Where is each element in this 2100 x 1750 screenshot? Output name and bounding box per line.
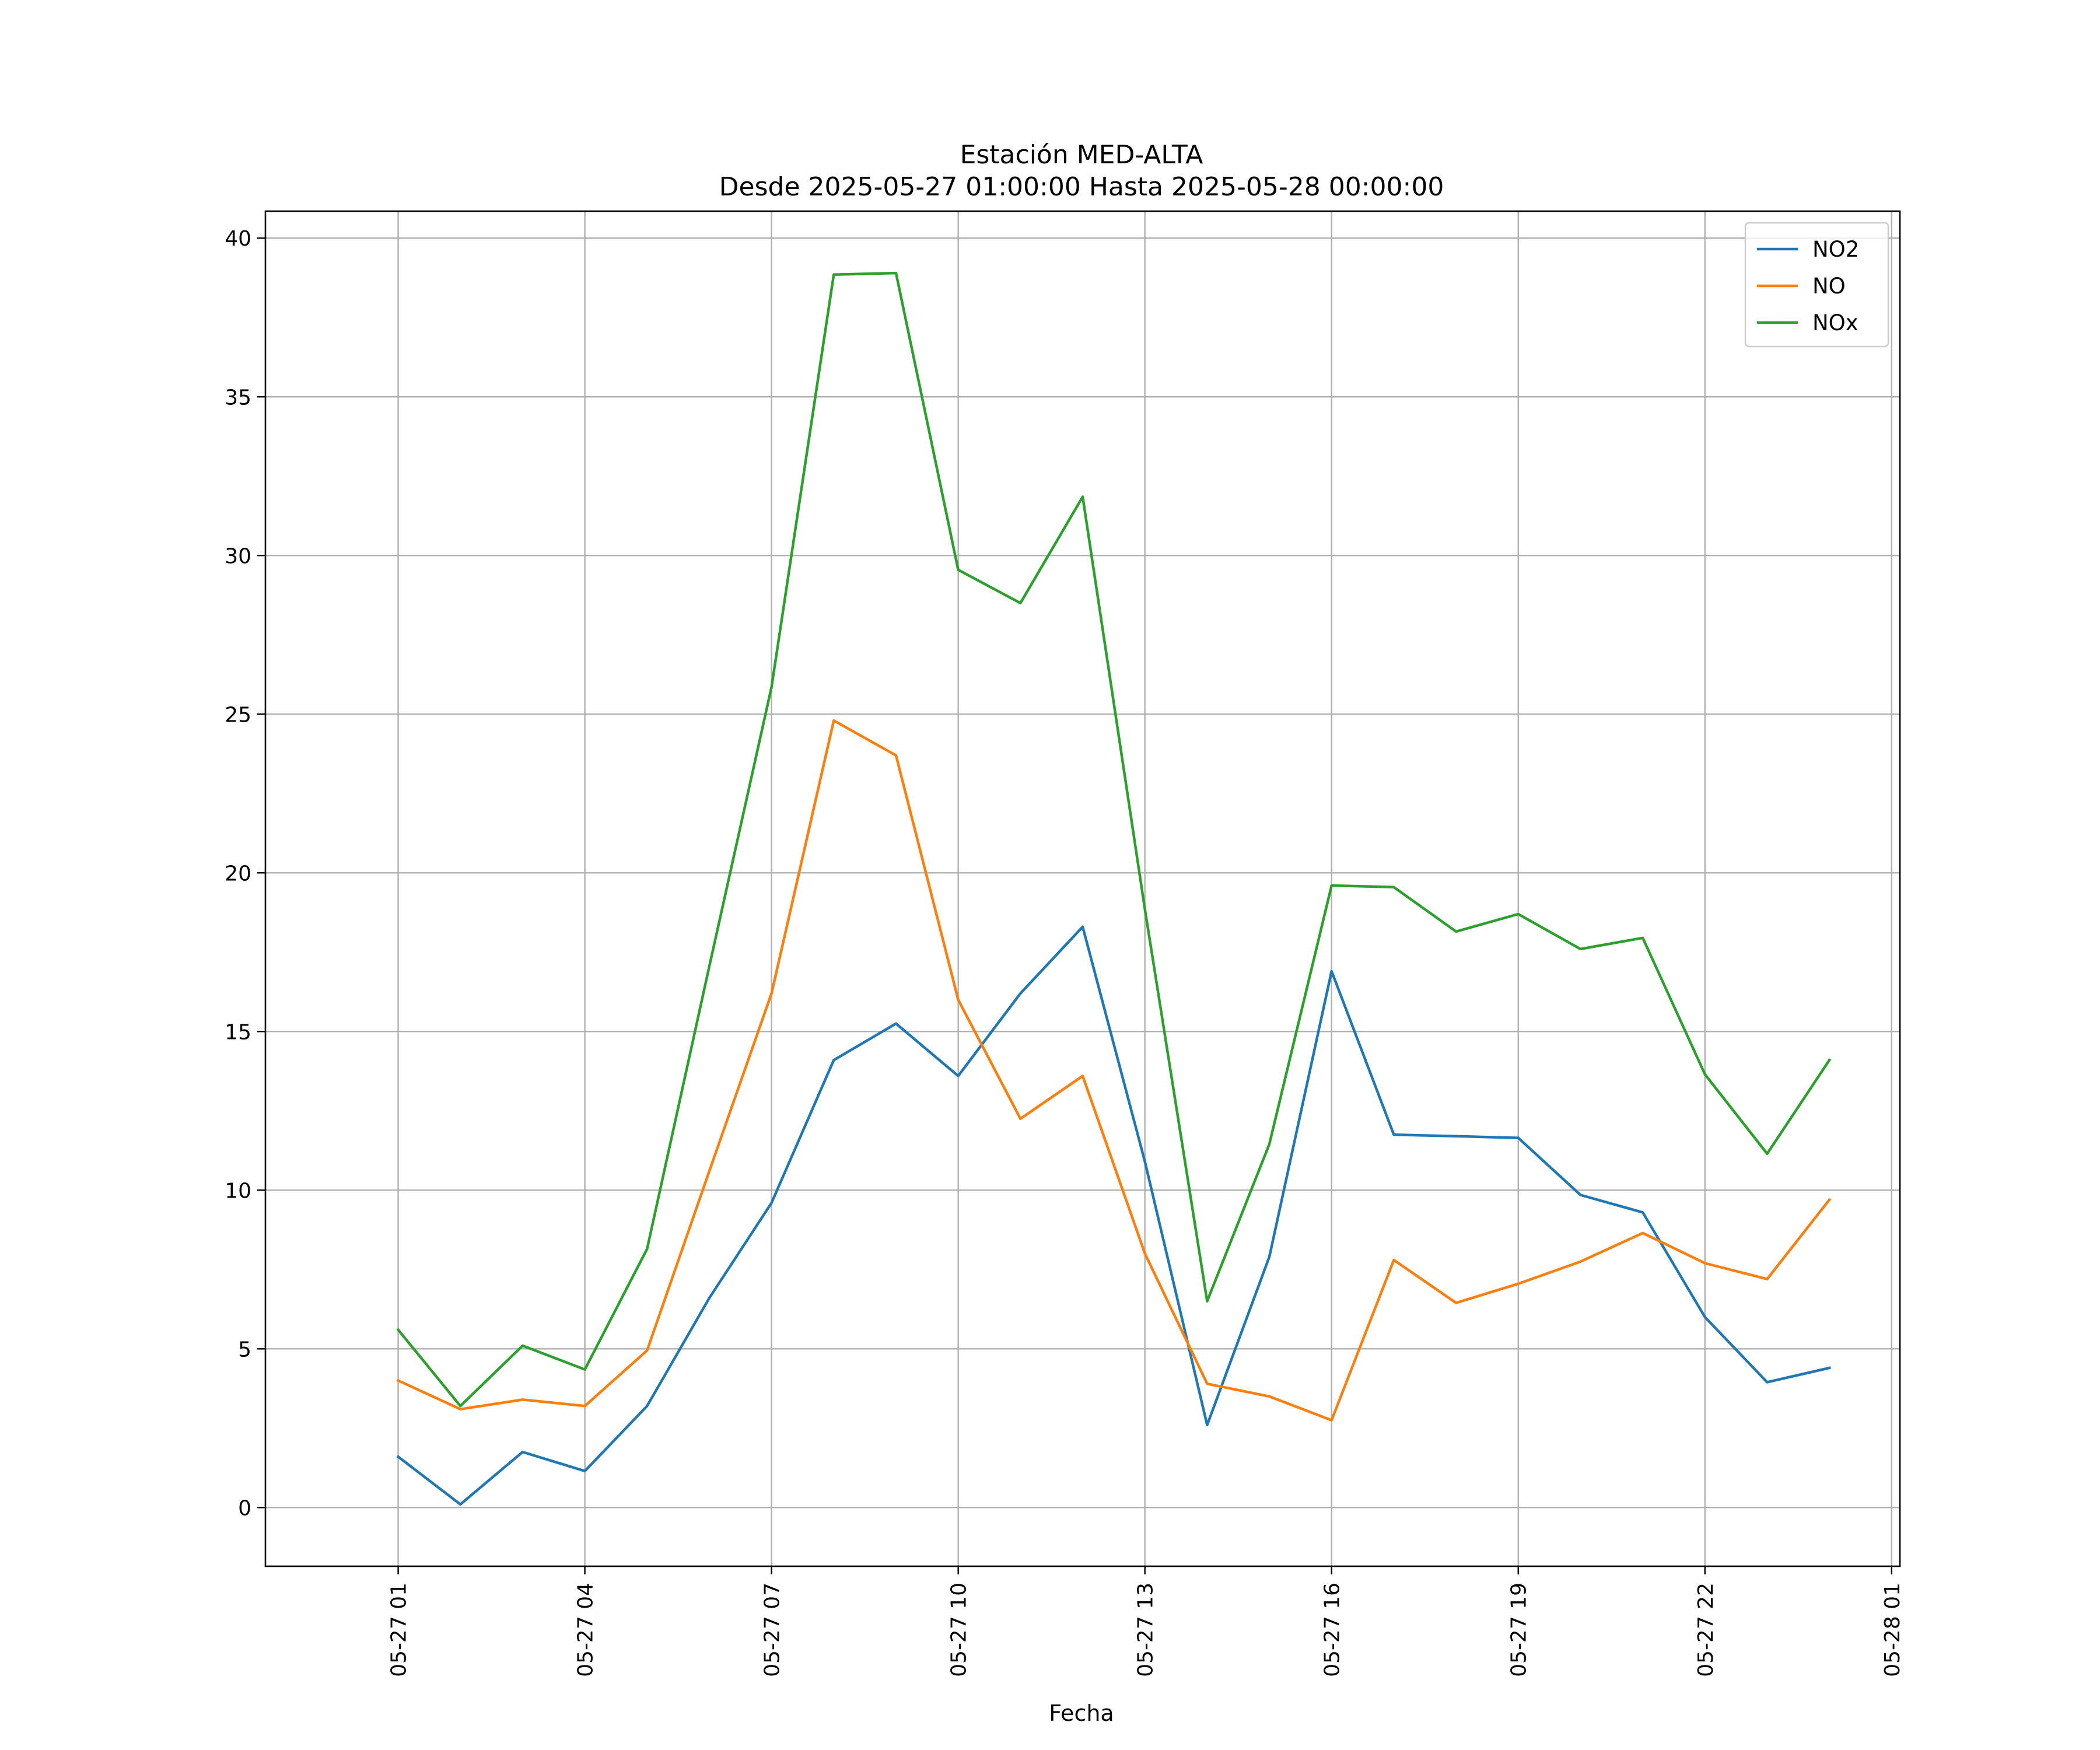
x-tick-label: 05-27 13 [1134, 1583, 1158, 1677]
legend-label-nox: NOx [1812, 310, 1859, 335]
series-line-nox [396, 271, 1832, 1408]
legend-box [1744, 222, 1889, 348]
y-tick-label: 25 [225, 703, 251, 727]
chart-title: Estación MED-ALTA Desde 2025-05-27 01:00… [719, 140, 1444, 202]
legend-label-no: NO [1812, 274, 1846, 299]
x-tick-label: 05-27 19 [1507, 1583, 1531, 1677]
legend: NO2 NO NOx [1744, 222, 1889, 348]
x-axis-ticks: 05-27 01 05-27 04 05-27 07 05-27 10 05-27 13… [387, 1566, 1905, 1677]
y-tick-label: 15 [225, 1020, 251, 1044]
series-lines [396, 271, 1832, 1506]
x-tick-label: 05-27 16 [1321, 1583, 1345, 1677]
y-tick-label: 10 [225, 1179, 251, 1203]
y-tick-label: 20 [225, 862, 251, 886]
series-line-no [396, 719, 1832, 1422]
chart-subtitle: Desde 2025-05-27 01:00:00 Hasta 2025-05-… [719, 172, 1444, 202]
x-tick-label: 05-27 01 [387, 1583, 411, 1677]
y-tick-label: 30 [225, 544, 251, 568]
x-tick-label: 05-27 07 [761, 1583, 785, 1677]
grid [265, 211, 1900, 1566]
x-tick-label: 05-27 22 [1694, 1583, 1718, 1677]
x-tick-label: 05-28 01 [1881, 1583, 1905, 1677]
x-tick-label: 05-27 10 [947, 1583, 971, 1677]
y-tick-label: 5 [238, 1338, 251, 1362]
y-tick-label: 40 [225, 227, 251, 251]
y-tick-label: 35 [225, 386, 251, 410]
y-axis-ticks: 0 5 10 15 20 25 30 35 40 [225, 227, 265, 1520]
series-line-no2 [396, 925, 1831, 1506]
plot-frame [264, 210, 1901, 1567]
x-tick-label: 05-27 04 [574, 1583, 598, 1677]
chart-title-line: Estación MED-ALTA [960, 140, 1203, 170]
y-tick-label: 0 [238, 1496, 251, 1520]
x-axis-label: Fecha [1049, 1700, 1114, 1726]
legend-label-no2: NO2 [1812, 237, 1859, 262]
